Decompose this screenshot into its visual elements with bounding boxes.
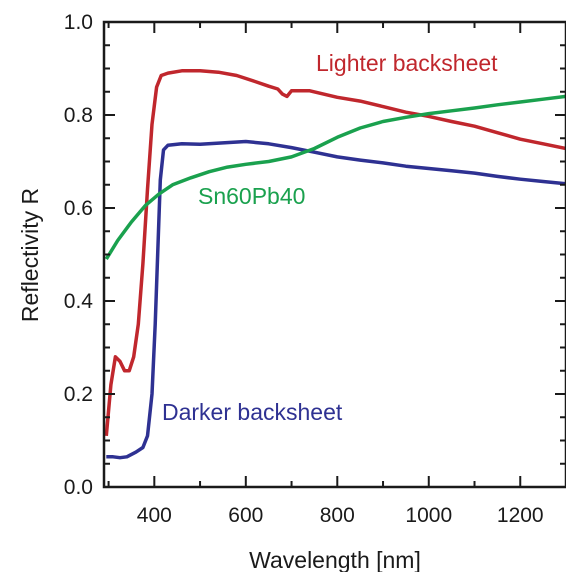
x-tick-label: 1000: [405, 504, 452, 527]
y-tick-label: 1.0: [64, 11, 93, 34]
series-label-sn60pb40: Sn60Pb40: [198, 183, 305, 209]
series-label-lighter-backsheet: Lighter backsheet: [316, 50, 498, 76]
x-tick-label: 1200: [497, 504, 544, 527]
y-tick-label: 0.0: [64, 476, 93, 499]
y-tick-label: 0.6: [64, 197, 93, 220]
x-tick-label: 600: [228, 504, 263, 527]
y-axis-title: Reflectivity R: [17, 188, 43, 322]
x-axis-title: Wavelength [nm]: [249, 547, 421, 572]
y-tick-label: 0.8: [64, 104, 93, 127]
series-line-lighter-backsheet: [104, 69, 566, 437]
series-line-darker-backsheet: [106, 139, 566, 460]
x-tick-label: 800: [320, 504, 355, 527]
series-line-sn60pb40: [104, 94, 566, 261]
y-tick-label: 0.4: [64, 290, 94, 313]
series-label-darker-backsheet: Darker backsheet: [162, 399, 343, 425]
y-tick-label: 0.2: [64, 383, 93, 406]
x-tick-label: 400: [137, 504, 172, 527]
